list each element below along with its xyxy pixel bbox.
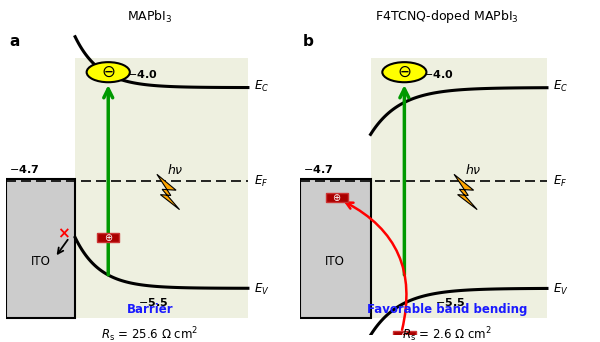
Text: ×: × [57, 226, 70, 241]
Text: $\oplus$: $\oplus$ [104, 232, 113, 243]
Bar [6, 179, 75, 318]
Text: ITO: ITO [325, 255, 345, 268]
Circle shape [382, 62, 427, 82]
Text: $E_C$: $E_C$ [254, 79, 269, 94]
Text: $-$4.7: $-$4.7 [9, 162, 39, 174]
Text: $h\nu$: $h\nu$ [464, 163, 481, 177]
Text: $R_{\mathrm{s}}$ = 25.6 Ω cm$^2$: $R_{\mathrm{s}}$ = 25.6 Ω cm$^2$ [101, 326, 199, 342]
Text: ⊖: ⊖ [101, 63, 115, 81]
Text: $h\nu$: $h\nu$ [167, 163, 184, 177]
Bar [75, 58, 248, 318]
Text: $-$5.5: $-$5.5 [435, 297, 466, 308]
Text: $\oplus$: $\oplus$ [400, 330, 409, 341]
Text: $E_F$: $E_F$ [254, 174, 268, 189]
Text: MAPbI$_3$: MAPbI$_3$ [127, 9, 173, 25]
Text: $E_F$: $E_F$ [553, 174, 567, 189]
Text: $E_V$: $E_V$ [553, 282, 568, 297]
Text: F4TCNQ-doped MAPbI$_3$: F4TCNQ-doped MAPbI$_3$ [375, 8, 519, 25]
Bar [371, 58, 547, 318]
Text: b: b [303, 34, 314, 49]
Text: $-$4.0: $-$4.0 [127, 68, 157, 80]
Text: $R_{\mathrm{s}}$ = 2.6 Ω cm$^2$: $R_{\mathrm{s}}$ = 2.6 Ω cm$^2$ [402, 326, 492, 342]
Text: $-$4.7: $-$4.7 [303, 162, 333, 174]
Text: Favorable band bending: Favorable band bending [367, 303, 527, 316]
Polygon shape [454, 174, 477, 210]
Text: $E_C$: $E_C$ [553, 79, 568, 94]
FancyBboxPatch shape [97, 233, 119, 242]
Text: ⊖: ⊖ [397, 63, 412, 81]
Text: a: a [9, 34, 19, 49]
Text: Barrier: Barrier [127, 303, 173, 316]
Bar [300, 179, 371, 318]
Text: $-$5.5: $-$5.5 [139, 297, 169, 308]
Polygon shape [157, 174, 179, 210]
Text: $\oplus$: $\oplus$ [332, 192, 341, 203]
FancyBboxPatch shape [393, 331, 416, 340]
Text: $E_V$: $E_V$ [254, 282, 269, 297]
FancyBboxPatch shape [326, 193, 348, 202]
Text: $-$4.0: $-$4.0 [424, 68, 454, 80]
Circle shape [86, 62, 130, 82]
Text: ITO: ITO [31, 255, 50, 268]
